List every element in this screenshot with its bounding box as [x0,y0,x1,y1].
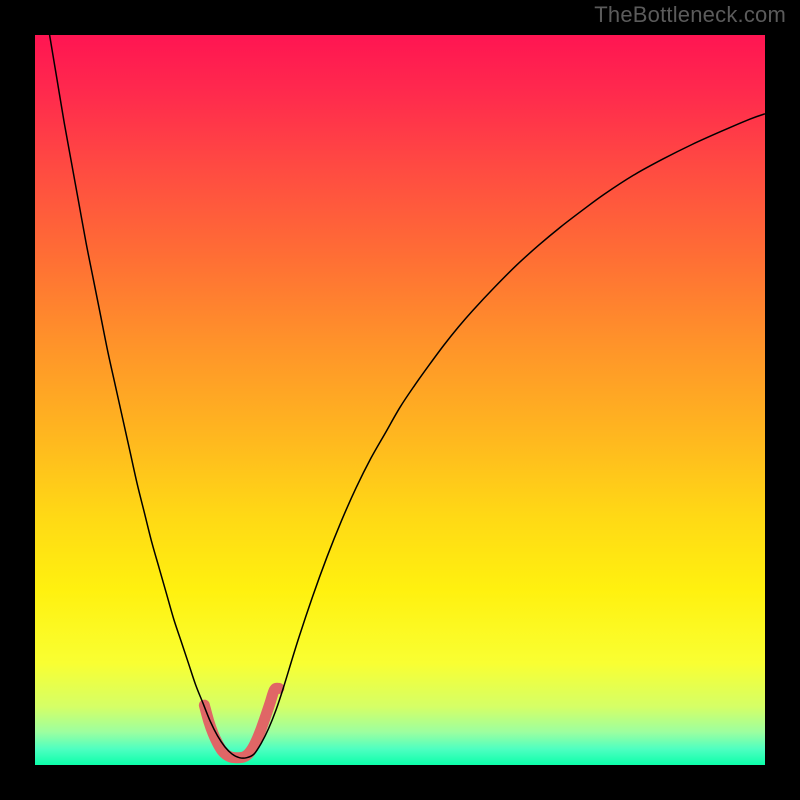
plot-area [35,35,765,765]
background-gradient [35,35,765,765]
watermark-text: TheBottleneck.com [594,2,786,28]
